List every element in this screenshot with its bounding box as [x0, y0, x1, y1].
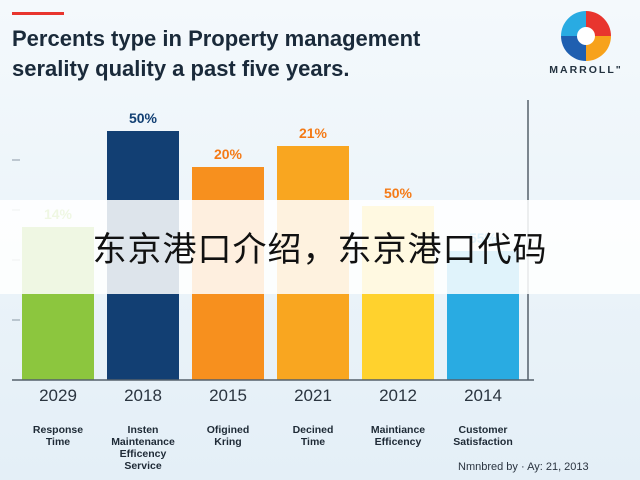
category-caption-4-0: Maintiance	[371, 424, 425, 436]
overlay-banner-text: 东京港口介绍，东京港口代码	[92, 230, 548, 270]
category-caption-1-3: Service	[124, 460, 162, 472]
logo-wordmark: MARROLL"	[549, 64, 623, 76]
x-tick-label-2018: 2018	[124, 386, 162, 405]
category-caption-2-0: Ofigined	[207, 424, 250, 436]
x-tick-label-2012: 2012	[379, 386, 417, 405]
x-tick-label-2029: 2029	[39, 386, 77, 405]
category-caption-0-0: Response	[33, 424, 83, 436]
overlay-banner	[0, 200, 640, 294]
logo-mark-icon	[561, 11, 611, 61]
category-caption-1-0: Insten	[128, 424, 159, 436]
data-label-2012: 50%	[384, 185, 413, 201]
chart-title: Percents type in Property management ser…	[12, 24, 532, 84]
category-caption-3-0: Decined	[293, 424, 334, 436]
data-label-2021: 21%	[299, 125, 328, 141]
x-tick-label-2015: 2015	[209, 386, 247, 405]
category-caption-4-1: Efficency	[375, 436, 422, 448]
data-label-2015: 20%	[214, 146, 243, 162]
category-caption-3-1: Time	[301, 436, 325, 448]
x-tick-label-2014: 2014	[464, 386, 502, 405]
category-caption-0-1: Time	[46, 436, 70, 448]
chart-credit: Nmnbred by · Ay: 21, 2013	[458, 461, 589, 473]
title-accent-bar	[12, 12, 64, 15]
category-caption-1-1: Maintenance	[111, 436, 175, 448]
brand-logo: MARROLL"	[544, 6, 628, 82]
category-caption-5-1: Satisfaction	[453, 436, 513, 448]
category-caption-2-1: Kring	[214, 436, 241, 448]
data-label-2018: 50%	[129, 110, 158, 126]
category-caption-1-2: Efficency	[120, 448, 167, 460]
category-caption-5-0: Customer	[458, 424, 507, 436]
chart-title-line-2: serality quality a past five years.	[12, 56, 350, 81]
chart-title-line-1: Percents type in Property management	[12, 26, 421, 51]
x-tick-label-2021: 2021	[294, 386, 332, 405]
